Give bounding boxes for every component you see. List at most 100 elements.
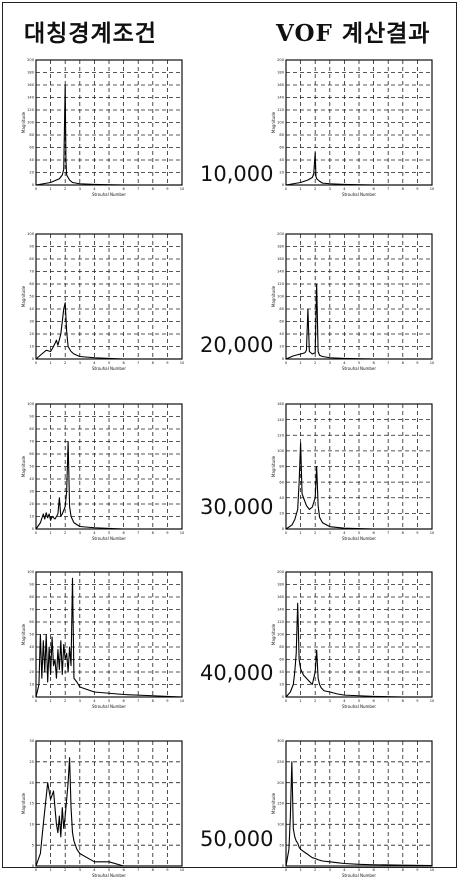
x-tick-label: 0	[35, 361, 38, 365]
row-label-1: 10,000	[200, 162, 274, 186]
y-tick-label: 140	[277, 418, 285, 422]
x-tick-label: 9	[166, 699, 169, 703]
x-tick-label: 5	[358, 361, 360, 365]
x-tick-label: 5	[358, 699, 360, 703]
x-tick-label: 4	[93, 868, 96, 872]
x-tick-label: 8	[152, 868, 155, 872]
y-tick-label: 200	[27, 58, 35, 62]
y-tick-label: 180	[27, 71, 35, 75]
x-tick-label: 0	[285, 187, 288, 191]
x-axis-label: Strouhal Number	[92, 536, 126, 541]
y-tick-label: 140	[27, 96, 35, 100]
x-tick-label: 3	[329, 187, 331, 191]
y-tick-label: 160	[277, 257, 285, 261]
x-tick-label: 7	[137, 187, 139, 191]
y-tick-label: 160	[27, 83, 35, 87]
x-tick-label: 1	[49, 187, 51, 191]
y-tick-label: 40	[29, 477, 34, 481]
chart-symmetric-40000: 0 1 2 3 4 5 6 7 8 9 100102030405060708090100Strouh…	[21, 570, 185, 709]
x-tick-label: 8	[152, 187, 155, 191]
x-tick-label: 5	[358, 868, 360, 872]
y-tick-label: 40	[279, 670, 284, 674]
y-tick-label: 20	[29, 781, 34, 785]
plot-frame	[35, 740, 183, 867]
y-tick-label: 120	[277, 282, 285, 286]
x-tick-label: 7	[387, 699, 389, 703]
x-axis-label: Strouhal Number	[342, 192, 376, 197]
y-tick-label: 10	[29, 823, 34, 827]
x-axis-label: Strouhal Number	[342, 366, 376, 371]
y-axis-label: Magnitude	[271, 455, 276, 477]
y-tick-label: 25	[29, 760, 34, 764]
y-tick-label: 140	[277, 96, 285, 100]
x-tick-label: 8	[402, 187, 405, 191]
x-tick-label: 2	[314, 187, 316, 191]
y-tick-label: 30	[29, 739, 34, 743]
x-tick-label: 10	[430, 361, 435, 365]
spectrum-line	[35, 84, 182, 186]
x-tick-label: 10	[430, 531, 435, 535]
y-tick-label: 30	[29, 320, 34, 324]
y-tick-label: 90	[29, 245, 34, 249]
chart-vof-20000: 0 1 2 3 4 5 6 7 8 9 10020406080100120140160180200S…	[271, 232, 435, 371]
y-tick-label: 160	[277, 83, 285, 87]
y-tick-label: 150	[277, 802, 285, 806]
y-tick-label: 40	[29, 158, 34, 162]
y-tick-label: 20	[29, 171, 34, 175]
y-tick-label: 0	[32, 527, 35, 531]
x-tick-label: 4	[343, 699, 346, 703]
y-tick-label: 90	[29, 415, 34, 419]
spectrum-line	[35, 577, 183, 698]
spectrum-line	[285, 602, 432, 698]
y-tick-label: 40	[29, 307, 34, 311]
y-tick-label: 200	[277, 232, 285, 236]
x-tick-label: 1	[49, 361, 51, 365]
x-tick-label: 3	[329, 361, 331, 365]
y-axis-label: Magnitude	[21, 285, 26, 307]
x-tick-label: 4	[93, 699, 96, 703]
x-tick-label: 1	[299, 187, 301, 191]
x-tick-label: 10	[180, 361, 185, 365]
y-tick-label: 15	[29, 802, 34, 806]
x-tick-label: 2	[314, 868, 316, 872]
y-axis-label: Magnitude	[271, 111, 276, 133]
x-tick-label: 2	[64, 361, 66, 365]
row-label-4: 40,000	[200, 661, 274, 685]
x-tick-label: 7	[387, 361, 389, 365]
x-tick-label: 7	[387, 868, 389, 872]
y-tick-label: 0	[282, 695, 285, 699]
y-tick-label: 50	[29, 295, 34, 299]
x-tick-label: 5	[358, 531, 360, 535]
x-tick-label: 1	[299, 531, 301, 535]
x-tick-label: 3	[329, 699, 331, 703]
x-tick-label: 8	[402, 868, 405, 872]
spectrum-line	[285, 761, 433, 867]
x-tick-label: 5	[358, 187, 360, 191]
y-tick-label: 60	[29, 146, 34, 150]
x-tick-label: 4	[343, 531, 346, 535]
y-tick-label: 100	[277, 121, 285, 125]
y-tick-label: 200	[277, 58, 285, 62]
y-tick-label: 0	[282, 864, 285, 868]
x-tick-label: 5	[108, 361, 110, 365]
x-tick-label: 5	[108, 187, 110, 191]
y-tick-label: 60	[279, 658, 284, 662]
x-tick-label: 1	[49, 868, 51, 872]
x-tick-label: 10	[180, 868, 185, 872]
x-tick-label: 6	[122, 531, 125, 535]
y-tick-label: 90	[29, 583, 34, 587]
x-tick-label: 9	[166, 868, 169, 872]
x-tick-label: 6	[122, 361, 125, 365]
y-tick-label: 80	[279, 465, 284, 469]
x-tick-label: 6	[372, 187, 375, 191]
y-tick-label: 50	[279, 843, 284, 847]
x-tick-label: 9	[166, 361, 169, 365]
y-tick-label: 160	[277, 402, 285, 406]
chart-vof-10000: 0 1 2 3 4 5 6 7 8 9 10020406080100120140160180200S…	[271, 58, 435, 197]
y-axis-label: Magnitude	[21, 623, 26, 645]
y-tick-label: 50	[29, 633, 34, 637]
x-tick-label: 4	[93, 361, 96, 365]
y-tick-label: 30	[29, 490, 34, 494]
y-tick-label: 10	[29, 683, 34, 687]
